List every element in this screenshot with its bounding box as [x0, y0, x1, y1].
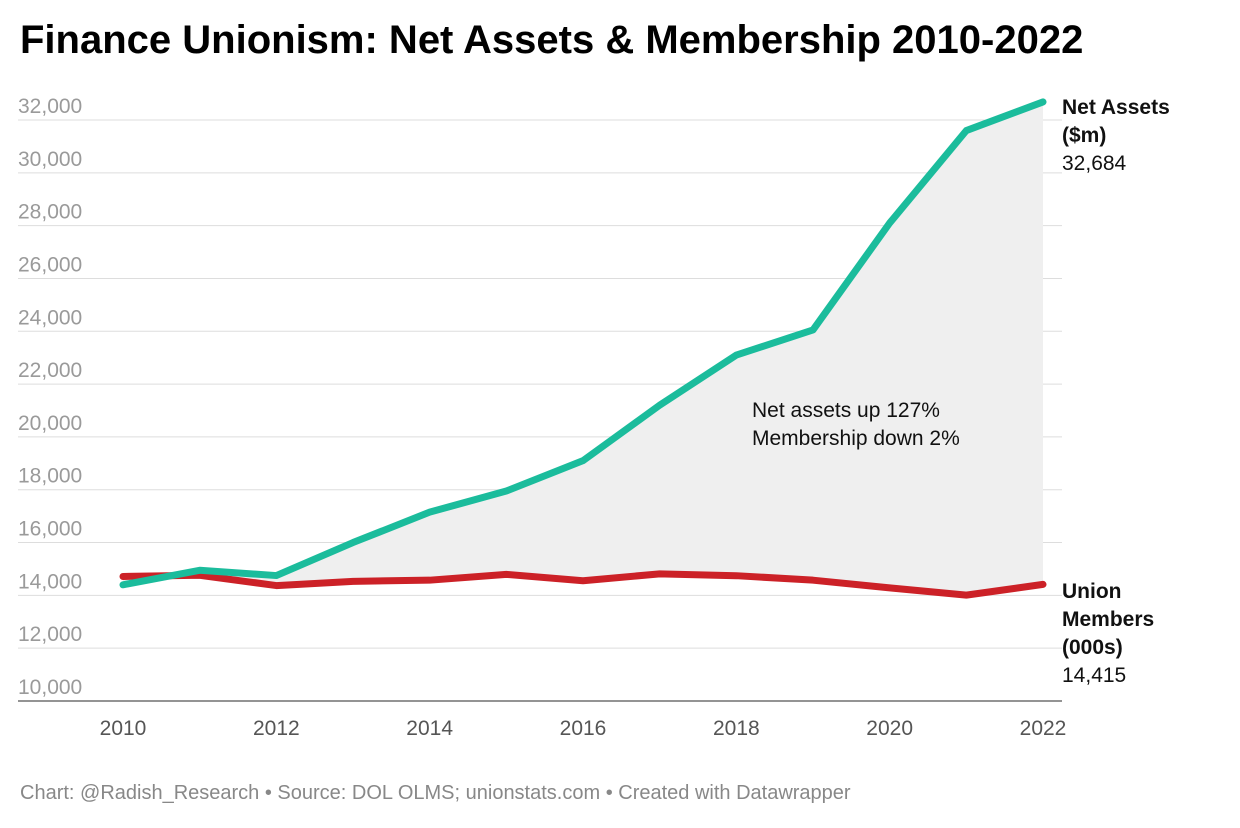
y-tick-label: 32,000 — [18, 95, 82, 118]
y-tick-label: 22,000 — [18, 359, 82, 382]
x-tick-label: 2020 — [866, 717, 913, 740]
x-axis-ticks: 2010 2012 2014 2016 2018 2020 2022 — [100, 717, 1067, 740]
chart-title: Finance Unionism: Net Assets & Membershi… — [20, 18, 1084, 62]
y-tick-label: 26,000 — [18, 253, 82, 276]
annotation-line: Net assets up 127% — [752, 399, 940, 422]
difference-area — [123, 101, 1043, 596]
x-tick-label: 2018 — [713, 717, 760, 740]
y-tick-label: 30,000 — [18, 148, 82, 171]
series-line — [119, 570, 1047, 599]
y-tick-label: 24,000 — [18, 306, 82, 329]
y-tick-label: 12,000 — [18, 623, 82, 646]
x-tick-label: 2010 — [100, 717, 147, 740]
series-name-label: Union — [1062, 580, 1121, 603]
series-end-labels: Net Assets ($m) 32,684 Union Members (000s) 14… — [1062, 96, 1170, 687]
series-name-label: (000s) — [1062, 636, 1123, 659]
series-end-value: 32,684 — [1062, 152, 1127, 175]
series-end-value: 14,415 — [1062, 664, 1126, 687]
y-axis-ticks: 10,000 12,000 14,000 16,000 18,000 20,000 22,0… — [18, 95, 82, 699]
x-tick-label: 2016 — [560, 717, 607, 740]
annotation-line: Membership down 2% — [752, 427, 960, 450]
series-lines — [119, 98, 1047, 599]
y-tick-label: 10,000 — [18, 676, 82, 699]
series-line — [119, 98, 1047, 589]
y-tick-label: 20,000 — [18, 412, 82, 435]
y-tick-label: 28,000 — [18, 201, 82, 224]
chart-credits: Chart: @Radish_Research • Source: DOL OL… — [20, 782, 851, 804]
series-name-label: Net Assets — [1062, 96, 1170, 119]
x-tick-label: 2014 — [406, 717, 453, 740]
x-tick-label: 2012 — [253, 717, 300, 740]
y-tick-label: 14,000 — [18, 570, 82, 593]
series-name-label: Members — [1062, 608, 1154, 631]
annotation: Net assets up 127% Membership down 2% — [752, 399, 960, 450]
x-tick-label: 2022 — [1020, 717, 1067, 740]
difference-area-fill — [123, 101, 1043, 596]
series-name-label: ($m) — [1062, 124, 1106, 147]
y-tick-label: 16,000 — [18, 518, 82, 541]
y-tick-label: 18,000 — [18, 465, 82, 488]
